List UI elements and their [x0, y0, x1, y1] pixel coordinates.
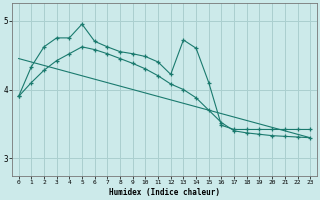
X-axis label: Humidex (Indice chaleur): Humidex (Indice chaleur): [109, 188, 220, 197]
